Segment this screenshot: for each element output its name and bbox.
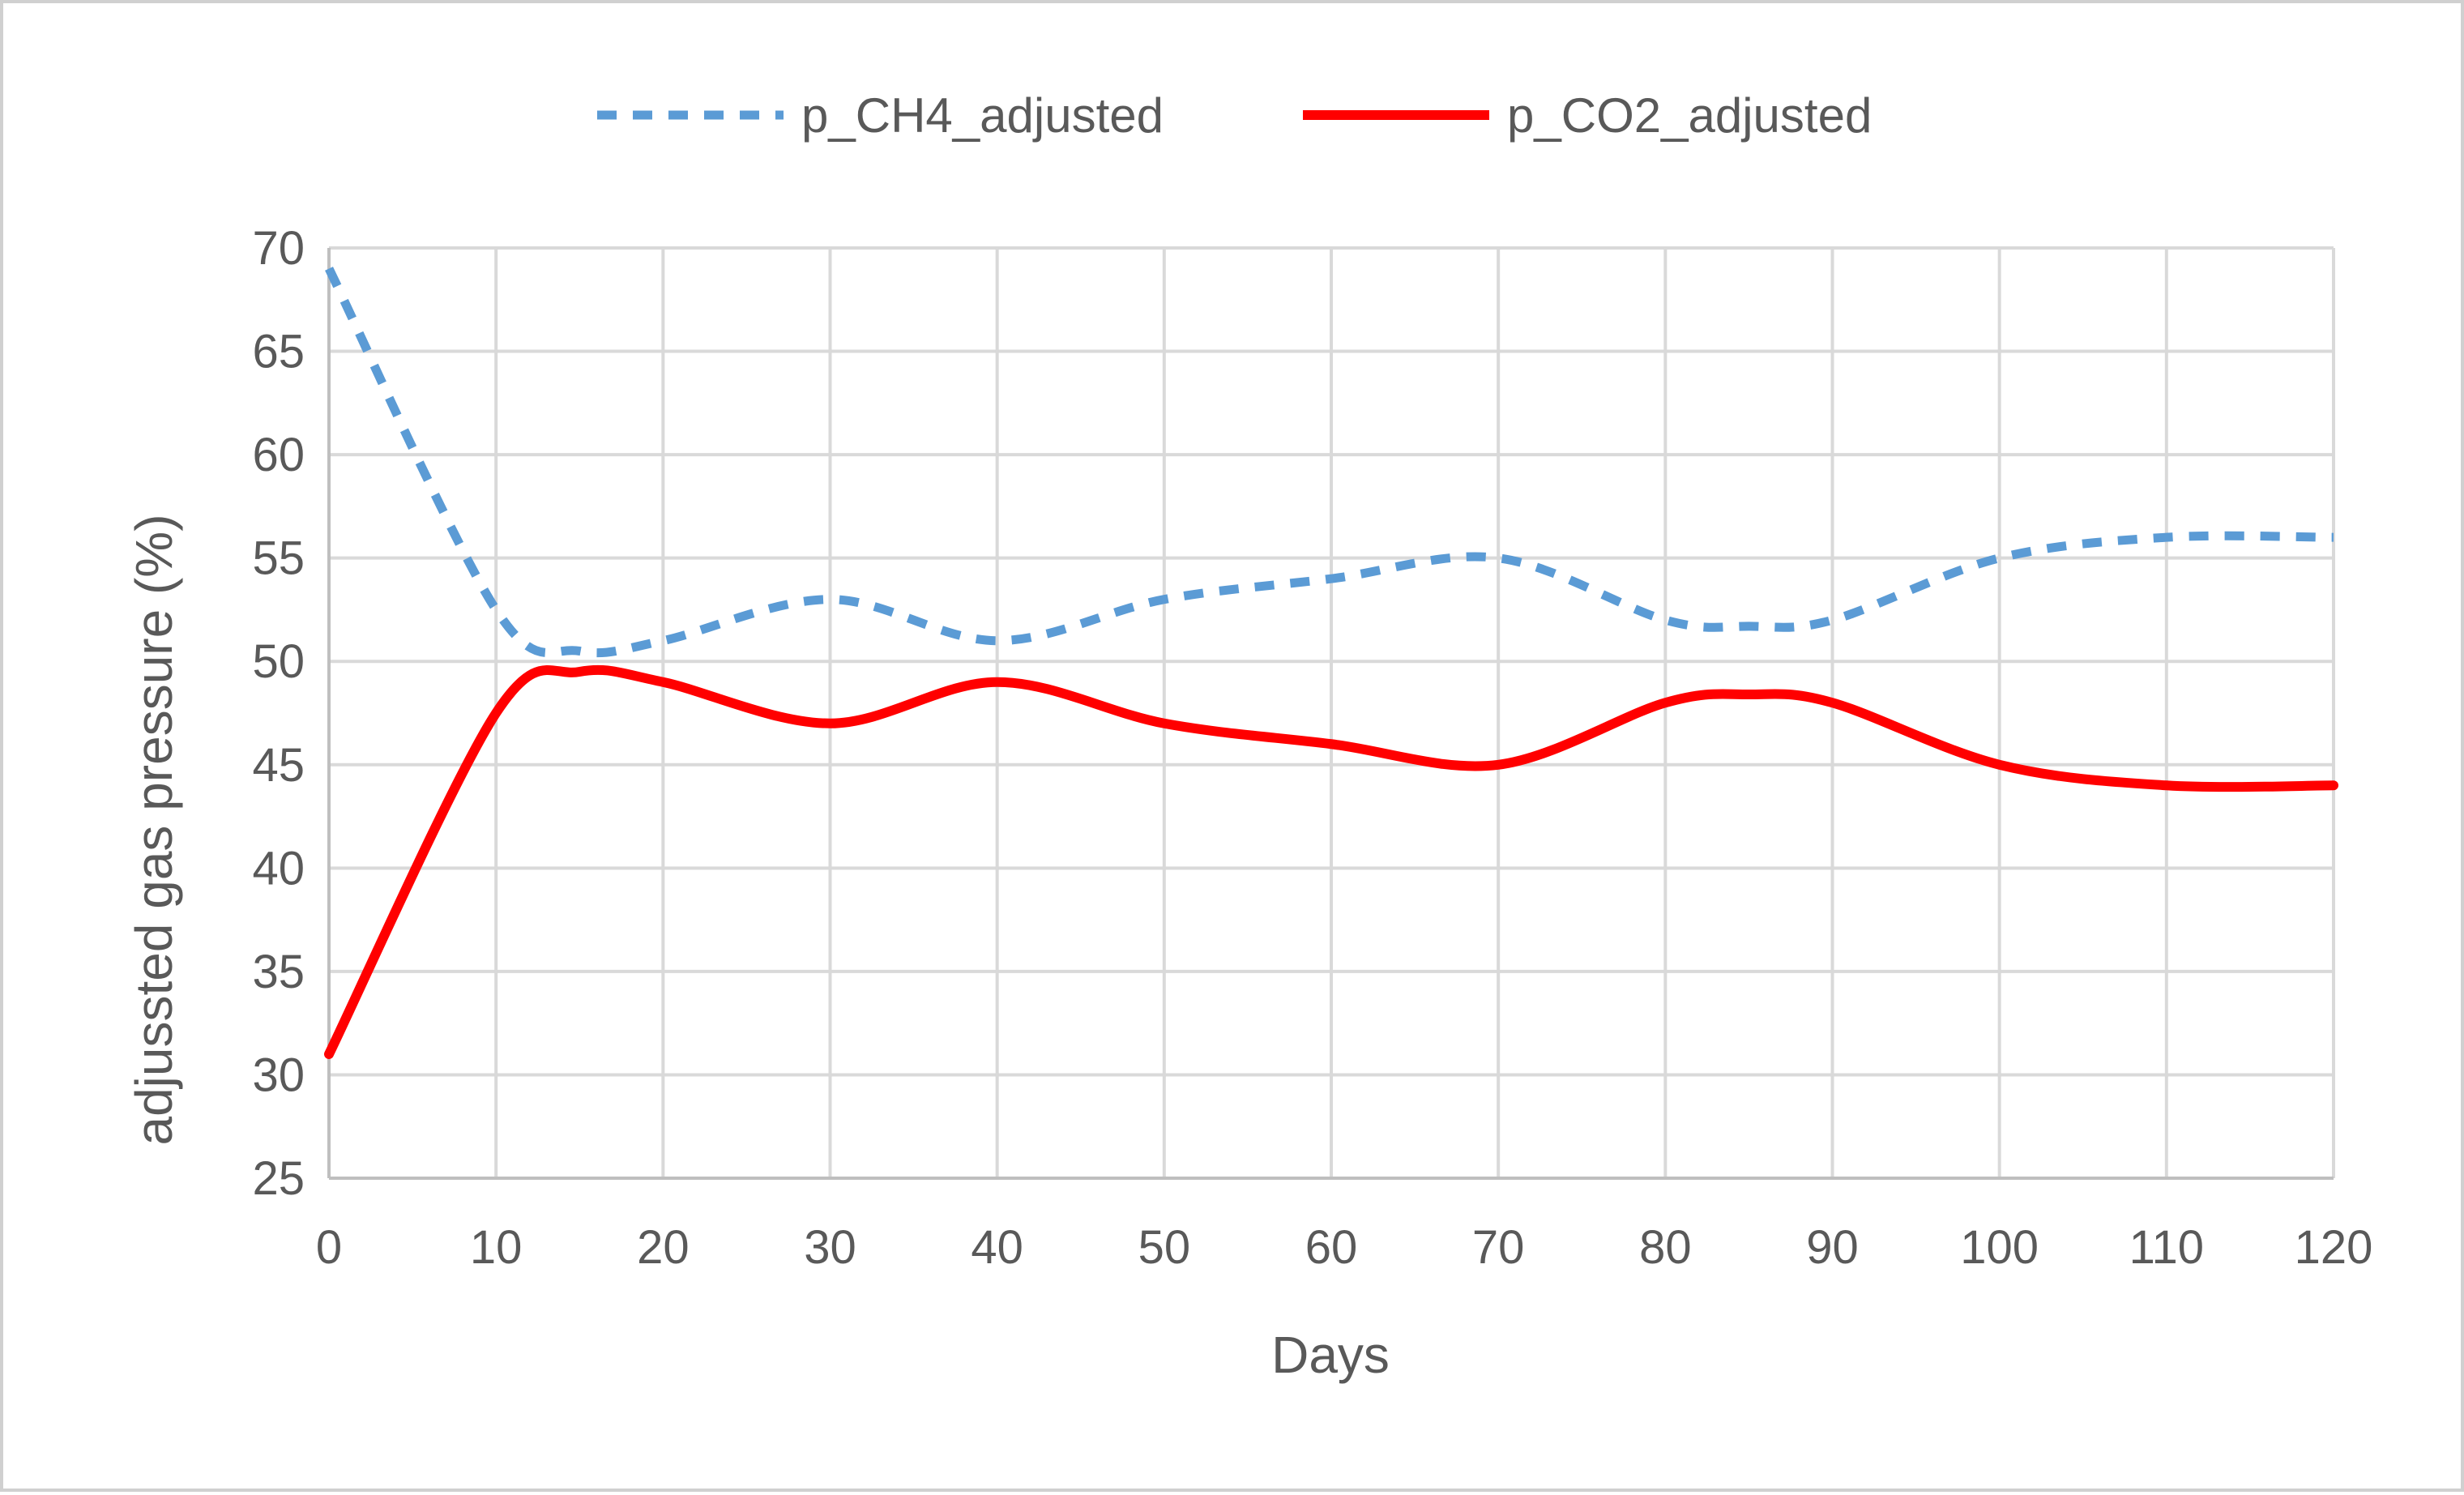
y-tick-label: 55 [252,532,305,585]
y-tick-label: 60 [252,429,305,481]
x-tick-label: 120 [2295,1221,2373,1274]
y-tick-label: 40 [252,842,305,895]
y-axis-title: adjussted gas pressure (%) [125,514,183,1145]
legend-item-p_CH4_adjusted: p_CH4_adjusted [597,88,1164,143]
grid [327,246,2335,1180]
y-tick-label: 65 [252,326,305,378]
series [324,267,2338,1059]
series-line-p_CO2_adjusted [324,664,2338,1059]
y-tick-label: 45 [252,739,305,792]
line-chart: 25 30 35 40 45 50 55 60 65 70 0 10 20 30 40 50 60 70 80 90 1… [125,88,2372,1384]
x-tick-label: 90 [1806,1221,1859,1274]
y-tick-label: 50 [252,635,305,688]
x-tick-label: 0 [316,1221,342,1274]
x-tick-label: 110 [2129,1221,2204,1274]
y-tick-label: 25 [252,1152,305,1205]
x-axis-title: Days [1271,1326,1390,1384]
y-tick-label: 35 [252,946,305,998]
x-tick-label: 100 [1960,1221,2039,1274]
y-tick-label: 70 [252,222,305,275]
x-tick-label: 30 [804,1221,856,1274]
x-tick-label: 80 [1639,1221,1692,1274]
x-tick-label: 20 [637,1221,690,1274]
axes: 25 30 35 40 45 50 55 60 65 70 0 10 20 30 40 50 60 70 80 90 1… [252,222,2372,1274]
x-tick-label: 70 [1472,1221,1525,1274]
x-tick-label: 50 [1138,1221,1191,1274]
legend-label: p_CH4_adjusted [801,88,1164,143]
x-tick-label: 40 [971,1221,1023,1274]
legend-label: p_CO2_adjusted [1507,88,1872,143]
x-tick-label: 60 [1305,1221,1358,1274]
y-tick-label: 30 [252,1049,305,1101]
x-tick-label: 10 [470,1221,523,1274]
series-line-p_CH4_adjusted [325,267,2334,658]
legend: p_CH4_adjusted p_CO2_adjusted [597,88,1872,143]
legend-item-p_CO2_adjusted: p_CO2_adjusted [1303,88,1872,143]
